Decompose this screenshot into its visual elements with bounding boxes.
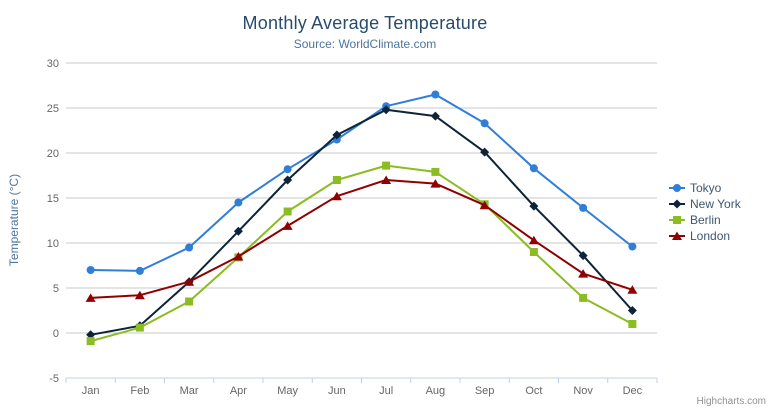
legend-marker <box>673 184 681 192</box>
y-axis-tick-label: 15 <box>47 193 59 205</box>
data-point-marker[interactable] <box>282 221 293 230</box>
data-point-marker[interactable] <box>430 111 440 121</box>
data-point-marker[interactable] <box>185 297 194 306</box>
series-line[interactable] <box>89 108 634 336</box>
series-line[interactable] <box>89 93 634 272</box>
x-axis-category-label: Dec <box>623 385 643 397</box>
data-point-marker[interactable] <box>184 277 195 286</box>
data-point-marker[interactable] <box>86 330 96 340</box>
x-axis-category-label: May <box>277 385 298 397</box>
legend-label: London <box>690 229 731 243</box>
new-york-diamond-marker-icon <box>669 199 685 209</box>
data-point-marker[interactable] <box>233 226 243 236</box>
legend: Tokyo New York Berlin London <box>669 180 741 244</box>
data-point-marker[interactable] <box>134 290 145 300</box>
data-point-marker[interactable] <box>430 179 441 188</box>
x-axis-category-label: Nov <box>573 385 593 397</box>
data-point-marker[interactable] <box>283 165 292 174</box>
legend-item-london[interactable]: London <box>669 228 741 244</box>
data-point-marker[interactable] <box>85 293 96 302</box>
data-point-marker[interactable] <box>431 167 440 176</box>
legend-marker <box>672 231 682 240</box>
series-line[interactable] <box>89 179 634 299</box>
y-axis-tick-label: 20 <box>47 148 59 160</box>
data-point-marker[interactable] <box>331 191 342 201</box>
data-point-marker[interactable] <box>529 248 538 256</box>
data-point-marker[interactable] <box>578 251 588 261</box>
x-axis-category-label: Aug <box>426 385 446 397</box>
y-axis-tick-label: -5 <box>49 373 59 385</box>
y-axis-tick-label: 5 <box>53 283 59 295</box>
highcharts-credits-link[interactable]: Highcharts.com <box>696 396 766 407</box>
series-line[interactable] <box>89 164 634 343</box>
y-axis-tick-label: 25 <box>47 103 59 115</box>
legend-label: New York <box>690 197 741 211</box>
legend-marker <box>672 199 682 209</box>
x-axis-category-label: Jan <box>82 385 100 397</box>
data-point-marker[interactable] <box>283 175 293 185</box>
data-point-marker[interactable] <box>135 323 144 332</box>
data-point-marker[interactable] <box>382 161 391 170</box>
data-point-marker[interactable] <box>431 90 440 99</box>
legend-item-tokyo[interactable]: Tokyo <box>669 180 741 196</box>
data-point-marker[interactable] <box>332 176 341 184</box>
data-point-marker[interactable] <box>627 285 638 294</box>
x-axis-category-label: Feb <box>130 385 149 397</box>
legend-item-new-york[interactable]: New York <box>669 196 741 212</box>
y-axis-tick-label: 30 <box>47 58 59 70</box>
data-point-marker[interactable] <box>579 293 588 302</box>
data-point-marker[interactable] <box>381 175 392 185</box>
legend-marker <box>673 216 681 224</box>
x-axis-category-label: Sep <box>475 385 495 397</box>
data-point-marker[interactable] <box>529 201 539 211</box>
data-point-marker[interactable] <box>233 252 244 261</box>
data-point-marker[interactable] <box>86 337 95 346</box>
data-point-marker[interactable] <box>578 269 589 278</box>
x-axis-category-label: Mar <box>180 385 199 397</box>
x-axis-category-label: Jul <box>379 385 393 397</box>
y-axis-tick-label: 0 <box>53 328 59 340</box>
data-point-marker[interactable] <box>480 119 489 128</box>
berlin-square-marker-icon <box>669 216 685 224</box>
data-point-marker[interactable] <box>528 235 539 245</box>
data-point-marker[interactable] <box>332 130 342 140</box>
data-point-marker[interactable] <box>86 266 95 274</box>
data-point-marker[interactable] <box>135 266 144 275</box>
legend-label: Berlin <box>690 213 721 227</box>
series-london[interactable] <box>85 175 638 302</box>
x-axis-category-label: Apr <box>230 385 247 397</box>
chart-title: Monthly Average Temperature <box>242 13 488 33</box>
data-point-marker[interactable] <box>529 164 538 173</box>
data-point-marker[interactable] <box>283 207 292 216</box>
data-point-marker[interactable] <box>185 243 194 252</box>
legend-item-berlin[interactable]: Berlin <box>669 212 741 228</box>
data-point-marker[interactable] <box>627 306 637 315</box>
london-triangle-marker-icon <box>669 231 685 240</box>
data-point-marker[interactable] <box>579 203 588 212</box>
legend-label: Tokyo <box>690 181 722 195</box>
x-axis-category-label: Jun <box>328 385 346 397</box>
chart-subtitle: Source: WorldClimate.com <box>293 37 437 51</box>
tokyo-circle-marker-icon <box>669 184 685 192</box>
series-new-york[interactable] <box>86 105 637 340</box>
data-point-marker[interactable] <box>628 242 637 251</box>
data-point-marker[interactable] <box>234 198 243 207</box>
x-axis-category-label: Oct <box>525 385 542 397</box>
data-point-marker[interactable] <box>480 147 490 157</box>
data-point-marker[interactable] <box>628 320 637 328</box>
series-tokyo[interactable] <box>86 90 637 275</box>
data-point-marker[interactable] <box>381 105 391 115</box>
data-point-marker[interactable] <box>479 200 490 210</box>
y-axis-tick-label: 10 <box>47 238 59 250</box>
